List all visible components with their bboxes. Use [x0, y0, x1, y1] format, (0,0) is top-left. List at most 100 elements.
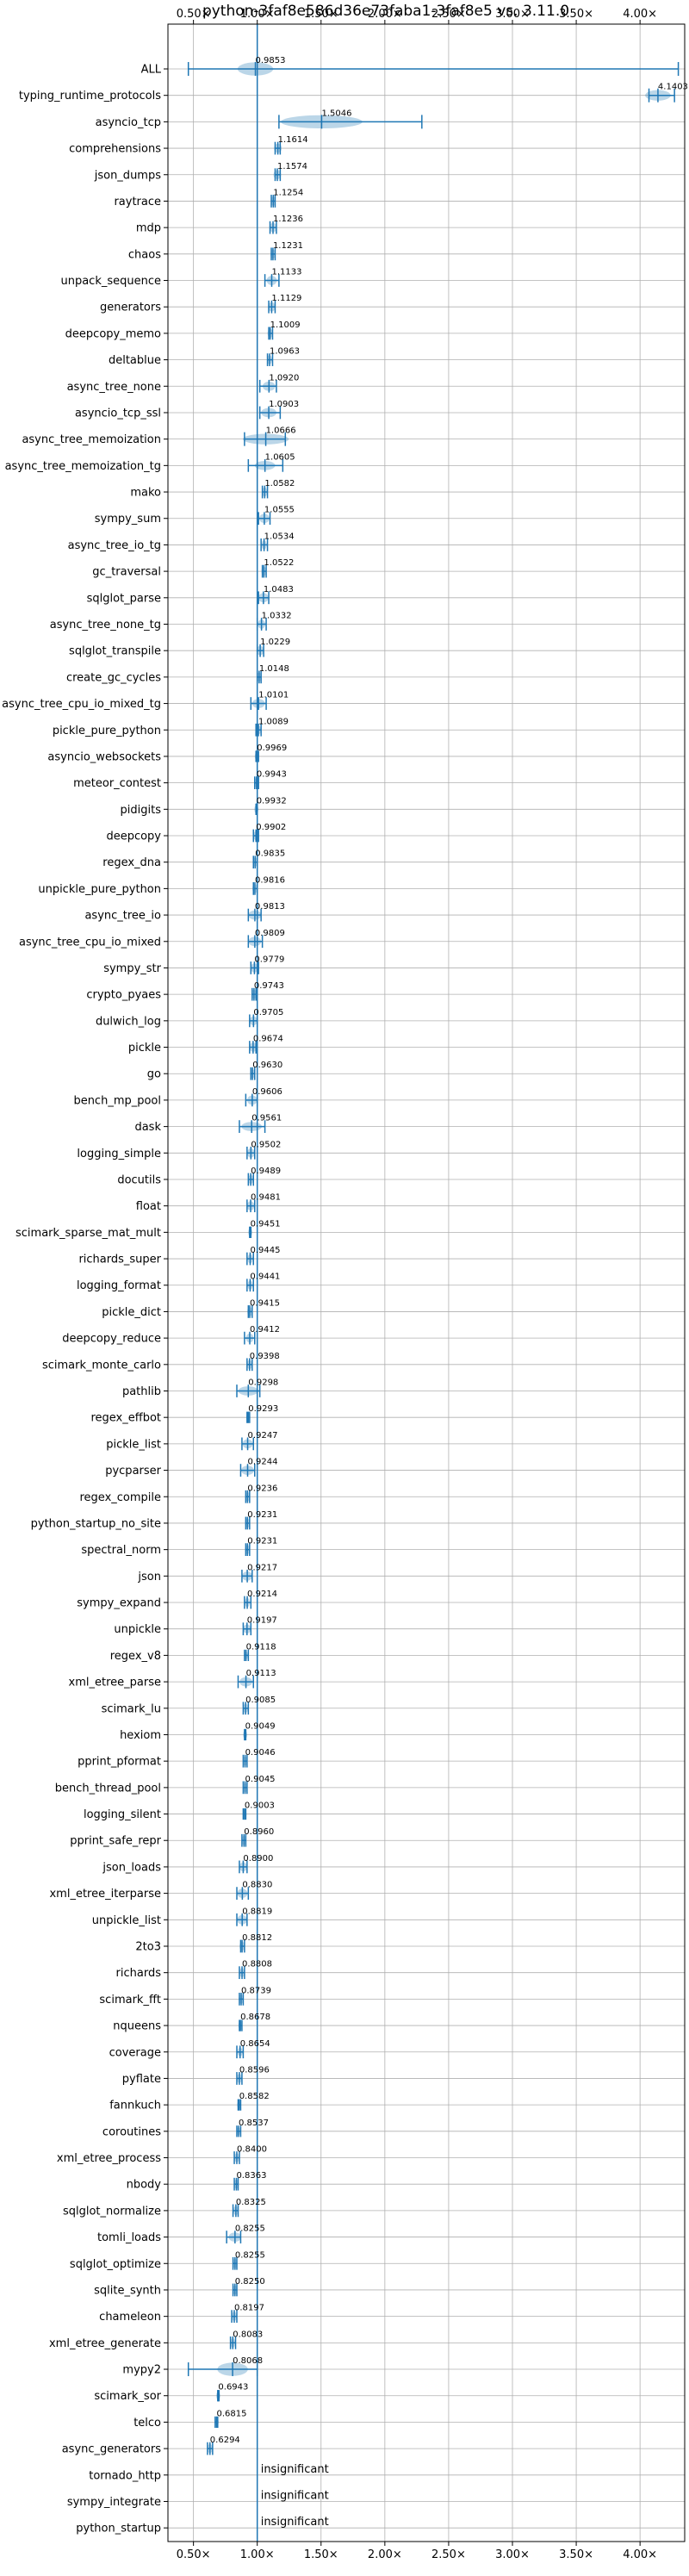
value-label: 0.9445 — [250, 1246, 280, 1255]
y-tick-label: sympy_str — [103, 962, 161, 975]
y-tick-label: chaos — [128, 248, 161, 261]
value-label: 1.0534 — [264, 532, 295, 541]
value-label: 0.9813 — [255, 902, 285, 912]
value-label: 1.0332 — [262, 611, 292, 620]
y-tick-label: unpickle_list — [92, 1914, 161, 1927]
y-tick-label: scimark_fft — [99, 1994, 161, 2007]
value-label: 1.0963 — [270, 347, 300, 357]
y-tick-label: pickle_pure_python — [53, 725, 161, 737]
value-label: 0.8197 — [234, 2304, 264, 2313]
y-tick-label: python_startup — [76, 2523, 161, 2536]
y-tick-label: async_tree_cpu_io_mixed — [19, 936, 161, 949]
value-label: 1.1231 — [273, 241, 303, 251]
y-tick-label: regex_effbot — [90, 1412, 161, 1425]
value-label: 0.9113 — [246, 1669, 276, 1678]
y-tick-label: nbody — [127, 2179, 162, 2192]
value-label: 0.9046 — [245, 1748, 276, 1758]
y-tick-label: raytrace — [114, 196, 161, 208]
y-tick-label: xml_etree_generate — [49, 2337, 161, 2350]
value-label: 0.8808 — [242, 1960, 272, 1969]
value-label: 0.9606 — [252, 1087, 282, 1097]
y-tick-label: fannkuch — [109, 2100, 161, 2112]
x-tick-label: 4.00× — [623, 2548, 657, 2561]
value-label: 0.8537 — [239, 2119, 269, 2128]
grid-lines — [168, 24, 685, 2542]
y-tick-label: logging_format — [77, 1279, 161, 1292]
value-label: 1.0229 — [260, 638, 290, 647]
x-tick-label: 0.50× — [177, 8, 211, 21]
y-tick-label: pickle — [128, 1042, 161, 1055]
y-tick-label: asyncio_websockets — [47, 750, 161, 763]
value-label: 0.8068 — [233, 2356, 263, 2366]
y-tick-label: mako — [130, 487, 161, 500]
y-tick-label: unpack_sequence — [60, 275, 161, 288]
value-label: 1.0666 — [266, 426, 296, 436]
y-tick-label: go — [147, 1068, 161, 1081]
y-tick-label: json_dumps — [94, 169, 161, 182]
y-tick-label: pyflate — [122, 2073, 161, 2086]
value-label: 0.8830 — [242, 1881, 272, 1890]
y-tick-label: pprint_safe_repr — [70, 1835, 161, 1848]
y-tick-label: meteor_contest — [73, 777, 161, 790]
y-tick-label: async_tree_io — [84, 910, 161, 923]
x-tick-label: 3.00× — [495, 8, 530, 21]
value-label: 1.0089 — [258, 717, 289, 726]
x-axis-top: 0.50× 1.00× 1.50× 2.00× 2.50× 3.00× 3.50× 4.00× — [177, 8, 657, 24]
value-label: 1.0522 — [264, 558, 294, 568]
value-label: 0.9298 — [248, 1378, 278, 1388]
value-label: 0.9217 — [247, 1563, 277, 1572]
y-tick-label: xml_etree_iterparse — [49, 1888, 161, 1901]
y-tick-label: scimark_lu — [102, 1702, 161, 1715]
y-tick-label: tomli_loads — [97, 2231, 161, 2244]
value-label: 0.8255 — [235, 2224, 265, 2234]
y-tick-label: deltablue — [109, 354, 161, 367]
y-tick-label: richards — [116, 1967, 162, 1980]
y-tick-label: sqlglot_optimize — [70, 2258, 161, 2271]
x-tick-label: 2.50× — [431, 2548, 466, 2561]
y-tick-label: xml_etree_parse — [69, 1677, 161, 1689]
y-tick-label: 2to3 — [135, 1940, 161, 1953]
value-label: 0.9743 — [254, 981, 284, 991]
y-tick-label: generators — [100, 302, 161, 314]
x-tick-label: 4.00× — [623, 8, 657, 21]
x-tick-label: 3.50× — [559, 8, 593, 21]
y-tick-label: json — [137, 1571, 161, 1584]
y-tick-label: create_gc_cycles — [66, 671, 161, 684]
y-tick-label: coroutines — [102, 2125, 161, 2138]
y-tick-label: unpickle_pure_python — [38, 883, 161, 896]
value-label: 1.0148 — [259, 664, 289, 674]
value-label: 0.9247 — [248, 1431, 278, 1440]
y-tick-label: tornado_http — [89, 2469, 161, 2482]
value-label: 0.9835 — [255, 849, 285, 859]
value-label: 0.9969 — [257, 744, 287, 753]
y-tick-label: asyncio_tcp — [96, 116, 161, 129]
value-label: 1.1133 — [271, 268, 301, 277]
y-tick-label: scimark_sor — [94, 2390, 161, 2403]
x-tick-label: 1.00× — [240, 8, 275, 21]
y-tick-label: crypto_pyaes — [86, 989, 161, 1002]
x-tick-label: 2.00× — [368, 8, 402, 21]
y-tick-label: async_tree_cpu_io_mixed_tg — [2, 698, 161, 711]
y-axis-labels: ALL typing_runtime_protocols asyncio_tcpco… — [2, 64, 168, 2536]
value-label: 0.8812 — [242, 1933, 272, 1943]
value-label: 0.9214 — [247, 1590, 277, 1599]
y-tick-label: xml_etree_process — [57, 2152, 161, 2165]
value-label: 1.1614 — [278, 135, 308, 145]
y-tick-label: pprint_pformat — [78, 1756, 161, 1769]
value-label: 1.0582 — [264, 479, 295, 488]
value-label: 0.8678 — [240, 2013, 270, 2022]
y-tick-label: nqueens — [113, 2020, 161, 2033]
value-label: 0.9049 — [245, 1721, 276, 1731]
chart-title: python-3faf8e586d36e73faba1-3faf8e5 vs. … — [202, 3, 569, 20]
value-label: 4.1403 — [658, 83, 688, 92]
y-tick-label: dulwich_log — [96, 1015, 161, 1028]
value-label: 0.9244 — [248, 1458, 278, 1467]
y-tick-label: json_loads — [102, 1861, 161, 1874]
x-tick-label: 3.50× — [559, 2548, 593, 2561]
value-label: 0.9943 — [257, 770, 287, 780]
value-label: 0.9674 — [253, 1035, 283, 1044]
y-tick-label: typing_runtime_protocols — [19, 90, 161, 103]
plot-frame — [167, 23, 686, 2542]
value-label: 0.8250 — [235, 2277, 265, 2287]
y-tick-label: sympy_integrate — [67, 2496, 161, 2509]
